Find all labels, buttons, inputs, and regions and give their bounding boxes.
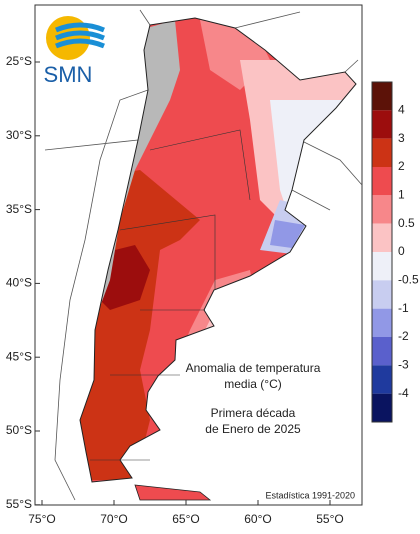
colorbar-swatch: [372, 308, 392, 337]
colorbar-swatch: [372, 365, 392, 394]
colorbar-swatch: [372, 82, 392, 111]
country-outline: [79, 17, 357, 483]
lon-label: 70°O: [100, 512, 127, 526]
lat-label: 35°S: [6, 202, 32, 216]
colorbar-swatch: [372, 280, 392, 309]
logo: SMN: [44, 16, 105, 87]
colorbar-swatch: [372, 393, 392, 422]
colorbar-frame: [371, 81, 393, 423]
colorbar-label: -3: [398, 358, 409, 372]
logo-text: SMN: [44, 62, 93, 87]
colorbar-swatch: [372, 167, 392, 196]
lat-label: 45°S: [6, 349, 32, 363]
lon-label: 55°O: [316, 512, 343, 526]
lon-label: 60°O: [244, 512, 271, 526]
title-line: Anomalia de temperatura: [186, 361, 321, 375]
colorbar-label: -1: [398, 301, 409, 315]
colorbar-label: -2: [398, 329, 409, 343]
colorbar-swatch: [372, 223, 392, 252]
colorbar-label: 2: [398, 159, 405, 173]
title-line: media (°C): [224, 377, 281, 391]
borders: [44, 9, 363, 501]
colorbar-swatch: [372, 337, 392, 366]
colorbar-label: -0.5: [398, 273, 419, 287]
colorbar-label: 1: [398, 188, 405, 202]
title-line: Primera década: [211, 406, 296, 420]
colorbar-swatch: [372, 138, 392, 167]
lat-label: 40°S: [6, 276, 32, 290]
lat-label: 50°S: [6, 423, 32, 437]
colorbar-label: 4: [398, 103, 405, 117]
colorbar-label: 0.5: [398, 216, 415, 230]
colorbar-label: 3: [398, 131, 405, 145]
colorbar-swatch: [372, 195, 392, 224]
lat-label: 55°S: [6, 497, 32, 511]
footnote: Estadística 1991-2020: [265, 490, 355, 500]
colorbar-label: -4: [398, 386, 409, 400]
title-line: de Enero de 2025: [205, 422, 301, 436]
lat-label: 25°S: [6, 54, 32, 68]
colorbar-swatch: [372, 252, 392, 281]
lon-label: 75°O: [28, 512, 55, 526]
lat-label: 30°S: [6, 128, 32, 142]
colorbar-swatch: [372, 110, 392, 139]
colorbar-label: 0: [398, 244, 405, 258]
tierra-del-fuego: [134, 484, 212, 501]
province-borders: [90, 129, 251, 461]
lon-label: 65°O: [172, 512, 199, 526]
